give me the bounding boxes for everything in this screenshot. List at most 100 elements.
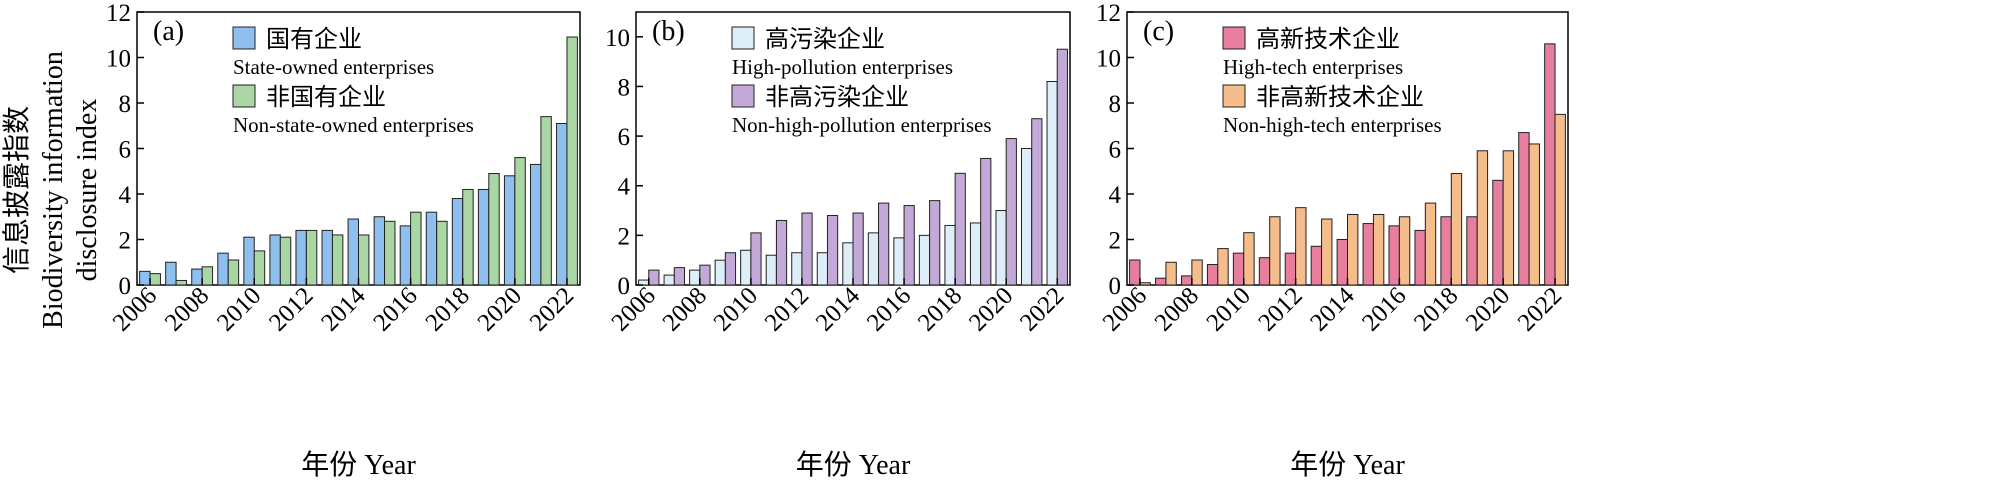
y-tick-label: 4 <box>1109 182 1122 209</box>
x-tick-label: 2008 <box>160 282 214 336</box>
x-tick-label: 2018 <box>421 282 475 336</box>
legend-label-cn: 非高污染企业 <box>765 84 909 111</box>
legend-label-cn: 非国有企业 <box>266 84 386 111</box>
bar-c-s1-2021 <box>1518 132 1530 286</box>
legend-label-en: State-owned enterprises <box>233 55 434 79</box>
bar-a-s2-2021 <box>540 116 552 286</box>
x-tick-label: 2008 <box>658 282 712 336</box>
bar-b-s2-2021 <box>1031 118 1043 286</box>
bar-a-s1-2015 <box>373 216 386 286</box>
bar-c-s2-2017 <box>1424 202 1437 286</box>
bar-c-s2-2008 <box>1191 259 1203 286</box>
x-tick-label: 2016 <box>368 282 422 336</box>
legend-swatch <box>232 84 256 108</box>
x-tick-label: 2010 <box>709 282 763 336</box>
bar-c-s2-2016 <box>1398 216 1411 286</box>
bar-b-s1-2012 <box>791 252 803 286</box>
bar-c-s1-2016 <box>1388 225 1400 286</box>
bar-b-s1-2007 <box>663 274 675 286</box>
bar-a-s1-2014 <box>347 218 359 286</box>
x-tick-label: 2006 <box>607 282 661 336</box>
y-tick-label: 6 <box>618 124 631 151</box>
panel-label: (b) <box>652 16 685 47</box>
bar-a-s1-2012 <box>295 229 307 286</box>
x-tick-label: 2018 <box>913 282 967 336</box>
bar-b-s1-2020 <box>995 210 1007 286</box>
bar-c-s1-2019 <box>1466 216 1478 286</box>
bar-a-s2-2011 <box>279 236 292 286</box>
bar-b-s2-2018 <box>954 172 966 286</box>
bar-b-s1-2022 <box>1046 80 1058 286</box>
bar-c-s1-2017 <box>1414 229 1426 286</box>
legend-label-cn: 高新技术企业 <box>1256 26 1400 53</box>
y-tick-label: 8 <box>119 91 132 118</box>
legend-swatch <box>731 26 755 50</box>
bar-c-s1-2020 <box>1492 179 1504 286</box>
legend-label-en: Non-state-owned enterprises <box>233 113 474 137</box>
bar-a-s2-2015 <box>384 220 396 286</box>
legend-label-cn: 非高新技术企业 <box>1256 84 1424 111</box>
bar-b-s2-2014 <box>852 212 864 286</box>
y-tick-label: 2 <box>1109 228 1122 255</box>
bar-c-s2-2020 <box>1502 150 1515 286</box>
bar-b-s1-2014 <box>842 242 854 286</box>
x-tick-label: 2020 <box>473 282 527 336</box>
x-axis-title: 年份 Year <box>796 449 911 481</box>
bar-b-s2-2012 <box>801 212 813 286</box>
legend-label-cn: 高污染企业 <box>765 26 885 53</box>
x-axis-title: 年份 Year <box>301 449 416 481</box>
bar-b-s2-2008 <box>699 264 711 286</box>
bar-b-s1-2016 <box>893 237 905 286</box>
bar-a-s1-2013 <box>321 229 333 286</box>
chart-panel-c: 0246810122006200820102012201420162018202… <box>1096 0 1569 481</box>
bar-a-s1-2008 <box>191 268 203 286</box>
bar-b-s2-2010 <box>750 232 762 286</box>
bar-a-s2-2020 <box>514 157 526 286</box>
bar-c-s1-2009 <box>1206 264 1219 286</box>
y-axis-title: 信息披露指数 Biodiversity information disclosu… <box>1 51 103 329</box>
bar-a-s2-2017 <box>436 220 448 286</box>
x-tick-label: 2014 <box>316 282 371 337</box>
y-tick-label: 2 <box>119 228 132 255</box>
bar-a-s2-2012 <box>305 229 318 286</box>
legend-label-en: High-pollution enterprises <box>732 55 953 79</box>
x-tick-label: 2016 <box>862 282 916 336</box>
bar-a-s1-2010 <box>243 236 255 286</box>
bar-c-s2-2006 <box>1139 282 1151 286</box>
bar-a-s1-2017 <box>425 211 438 286</box>
y-tick-label: 10 <box>106 46 131 73</box>
y-tick-label: 8 <box>618 74 631 101</box>
y-tick-label: 4 <box>618 174 631 201</box>
bar-a-s1-2021 <box>529 163 542 286</box>
x-axis-title: 年份 Year <box>1290 449 1405 481</box>
bar-b-s1-2021 <box>1020 148 1033 286</box>
bar-b-s2-2020 <box>1005 138 1017 286</box>
bar-b-s2-2022 <box>1056 48 1068 286</box>
bar-b-s2-2007 <box>673 267 685 286</box>
bar-b-s1-2018 <box>944 224 956 286</box>
panel-label: (a) <box>153 16 184 47</box>
bar-b-s1-2013 <box>816 252 828 286</box>
bar-c-s1-2010 <box>1232 252 1245 286</box>
bar-a-s1-2016 <box>399 225 412 286</box>
y-tick-label: 12 <box>106 0 131 27</box>
x-tick-label: 2022 <box>1015 282 1069 336</box>
bar-b-s2-2015 <box>878 202 890 286</box>
x-tick-label: 2022 <box>1513 282 1567 336</box>
y-tick-label: 2 <box>618 223 631 250</box>
bar-a-s2-2019 <box>488 173 500 286</box>
bar-a-s2-2022 <box>566 36 578 286</box>
bar-c-s1-2013 <box>1310 245 1323 286</box>
bar-b-s1-2019 <box>969 222 982 286</box>
bar-a-s2-2013 <box>331 234 344 286</box>
bar-b-s1-2009 <box>714 259 726 286</box>
y-tick-label: 0 <box>1109 273 1122 300</box>
bar-a-s2-2010 <box>253 250 266 286</box>
y-tick-label: 10 <box>1096 46 1121 73</box>
legend-swatch <box>731 84 755 108</box>
x-tick-label: 2008 <box>1150 282 1204 336</box>
bar-b-s1-2015 <box>867 232 880 286</box>
legend-label-en: High-tech enterprises <box>1223 55 1403 79</box>
bar-a-s1-2019 <box>477 188 490 286</box>
